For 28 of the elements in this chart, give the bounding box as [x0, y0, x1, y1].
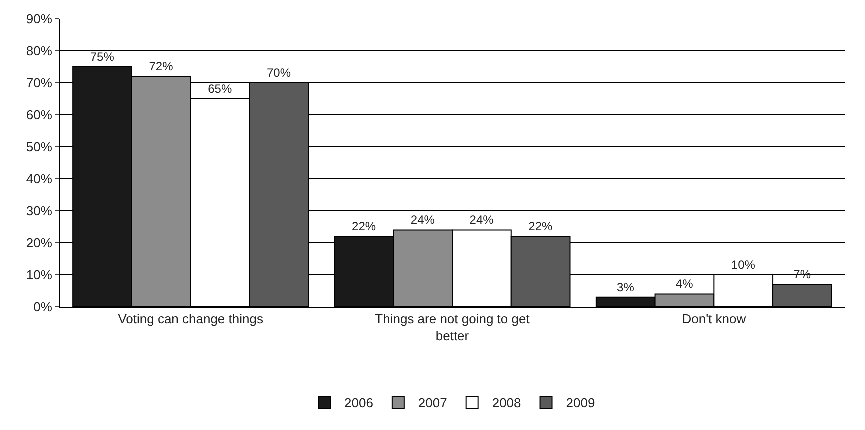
data-label: 65% — [208, 82, 232, 96]
legend-label: 2009 — [566, 396, 596, 411]
data-label: 10% — [731, 258, 756, 272]
data-label: 24% — [470, 213, 494, 228]
y-tick-label: 80% — [26, 44, 53, 59]
y-tick-label: 10% — [26, 268, 53, 283]
x-tick-label: Things are not going to get better — [375, 312, 530, 344]
y-tick-label: 70% — [26, 76, 53, 91]
data-label: 22% — [528, 220, 553, 234]
y-tick-label: 50% — [26, 140, 53, 155]
y-tick-label: 20% — [26, 236, 53, 251]
x-tick-label: Voting can change things — [118, 312, 264, 327]
data-label: 3% — [617, 280, 635, 294]
y-tick-label: 60% — [26, 108, 53, 123]
data-label: 75% — [90, 50, 115, 64]
y-tick-label: 90% — [26, 12, 53, 27]
data-label: 22% — [352, 220, 376, 234]
legend-label: 2006 — [344, 396, 374, 411]
y-tick-label: 0% — [34, 300, 53, 315]
data-label: 4% — [676, 277, 694, 292]
x-tick-label: Don't know — [682, 312, 747, 327]
legend-label: 2008 — [492, 396, 522, 411]
legend-label: 2007 — [418, 396, 448, 411]
y-tick-label: 40% — [26, 172, 53, 187]
y-tick-label: 30% — [26, 204, 53, 219]
data-label: 70% — [266, 66, 292, 80]
data-label: 24% — [410, 213, 436, 228]
data-label: 72% — [149, 60, 174, 74]
